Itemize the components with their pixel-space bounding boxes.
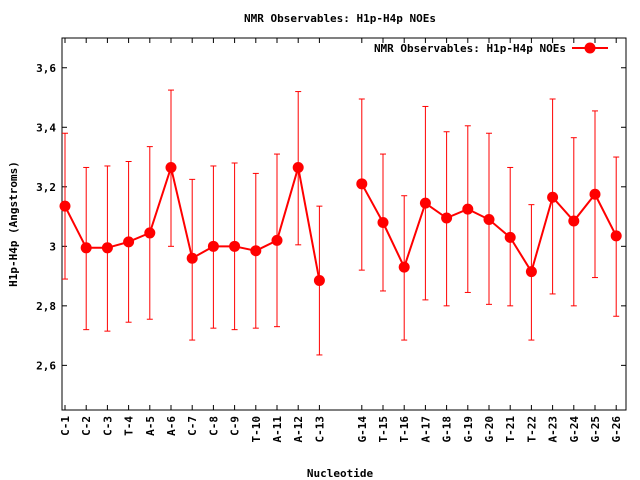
legend-marker bbox=[584, 42, 596, 54]
chart-title: NMR Observables: H1p-H4p NOEs bbox=[244, 12, 436, 25]
data-point bbox=[271, 234, 283, 246]
data-point bbox=[292, 161, 304, 173]
x-tick-label: C-2 bbox=[80, 416, 93, 436]
x-tick-label: G-25 bbox=[589, 416, 602, 443]
y-axis-label: H1p-H4p (Angstroms) bbox=[7, 161, 20, 287]
data-point bbox=[419, 197, 431, 209]
x-tick-label: C-1 bbox=[59, 416, 72, 436]
x-tick-label: A-11 bbox=[271, 416, 284, 443]
x-tick-label: T-16 bbox=[398, 416, 411, 443]
data-point bbox=[250, 245, 262, 257]
x-tick-label: C-7 bbox=[186, 416, 199, 436]
x-tick-label: G-20 bbox=[483, 416, 496, 443]
data-point bbox=[229, 240, 241, 252]
legend-label: NMR Observables: H1p-H4p NOEs bbox=[374, 42, 566, 55]
data-point bbox=[441, 212, 453, 224]
x-tick-label: C-3 bbox=[101, 416, 114, 436]
data-point bbox=[207, 240, 219, 252]
data-point bbox=[568, 215, 580, 227]
x-tick-label: G-26 bbox=[610, 416, 623, 443]
x-tick-label: A-6 bbox=[165, 416, 178, 436]
data-point bbox=[144, 227, 156, 239]
x-tick-label: A-5 bbox=[144, 416, 157, 436]
plot-frame bbox=[61, 37, 627, 411]
x-tick-label: G-19 bbox=[462, 416, 475, 443]
y-axis: 2,6 2,8 3 3,2 3,4 3,6 bbox=[36, 62, 626, 372]
x-tick-label: A-17 bbox=[419, 416, 432, 443]
y-tick-label: 3 bbox=[49, 240, 56, 253]
x-tick-label: A-23 bbox=[547, 416, 560, 443]
data-point bbox=[398, 261, 410, 273]
x-tick-label: T-22 bbox=[525, 416, 538, 443]
x-axis: C-1 C-2 C-3 T-4 A-5 A-6 C-7 C-8 C-9 T-10 A-11 A-12 C… bbox=[59, 38, 623, 443]
y-tick-label: 2,6 bbox=[36, 359, 56, 372]
data-point bbox=[377, 217, 389, 229]
data-point bbox=[589, 188, 601, 200]
data-point bbox=[313, 275, 325, 287]
data-point bbox=[610, 230, 622, 242]
x-tick-label: C-9 bbox=[229, 416, 242, 436]
y-tick-label: 3,6 bbox=[36, 62, 56, 75]
data-point bbox=[462, 203, 474, 215]
x-tick-label: T-15 bbox=[377, 416, 390, 443]
x-tick-label: A-12 bbox=[292, 416, 305, 443]
x-tick-label: G-18 bbox=[441, 416, 454, 443]
y-tick-label: 3,2 bbox=[36, 181, 56, 194]
error-bars bbox=[62, 89, 620, 356]
x-tick-label: T-4 bbox=[123, 416, 136, 436]
data-point bbox=[123, 236, 135, 248]
data-point bbox=[165, 161, 177, 173]
series-lines bbox=[64, 163, 618, 281]
x-tick-label: C-13 bbox=[313, 416, 326, 443]
data-point bbox=[356, 178, 368, 190]
data-point bbox=[525, 266, 537, 278]
legend: NMR Observables: H1p-H4p NOEs bbox=[374, 42, 608, 55]
y-tick-label: 2,8 bbox=[36, 300, 56, 313]
x-tick-label: G-24 bbox=[568, 416, 581, 443]
x-tick-label: G-14 bbox=[356, 416, 369, 443]
x-axis-label: Nucleotide bbox=[307, 467, 374, 480]
data-point bbox=[547, 191, 559, 203]
x-tick-label: C-8 bbox=[207, 416, 220, 436]
data-point bbox=[483, 214, 495, 226]
data-point bbox=[186, 252, 198, 264]
data-point bbox=[504, 231, 516, 243]
x-tick-label: T-21 bbox=[504, 416, 517, 443]
data-point bbox=[59, 200, 71, 212]
data-points bbox=[59, 161, 622, 287]
x-tick-label: T-10 bbox=[250, 416, 263, 443]
y-tick-label: 3,4 bbox=[36, 121, 56, 134]
data-point bbox=[101, 242, 113, 254]
data-point bbox=[80, 242, 92, 254]
